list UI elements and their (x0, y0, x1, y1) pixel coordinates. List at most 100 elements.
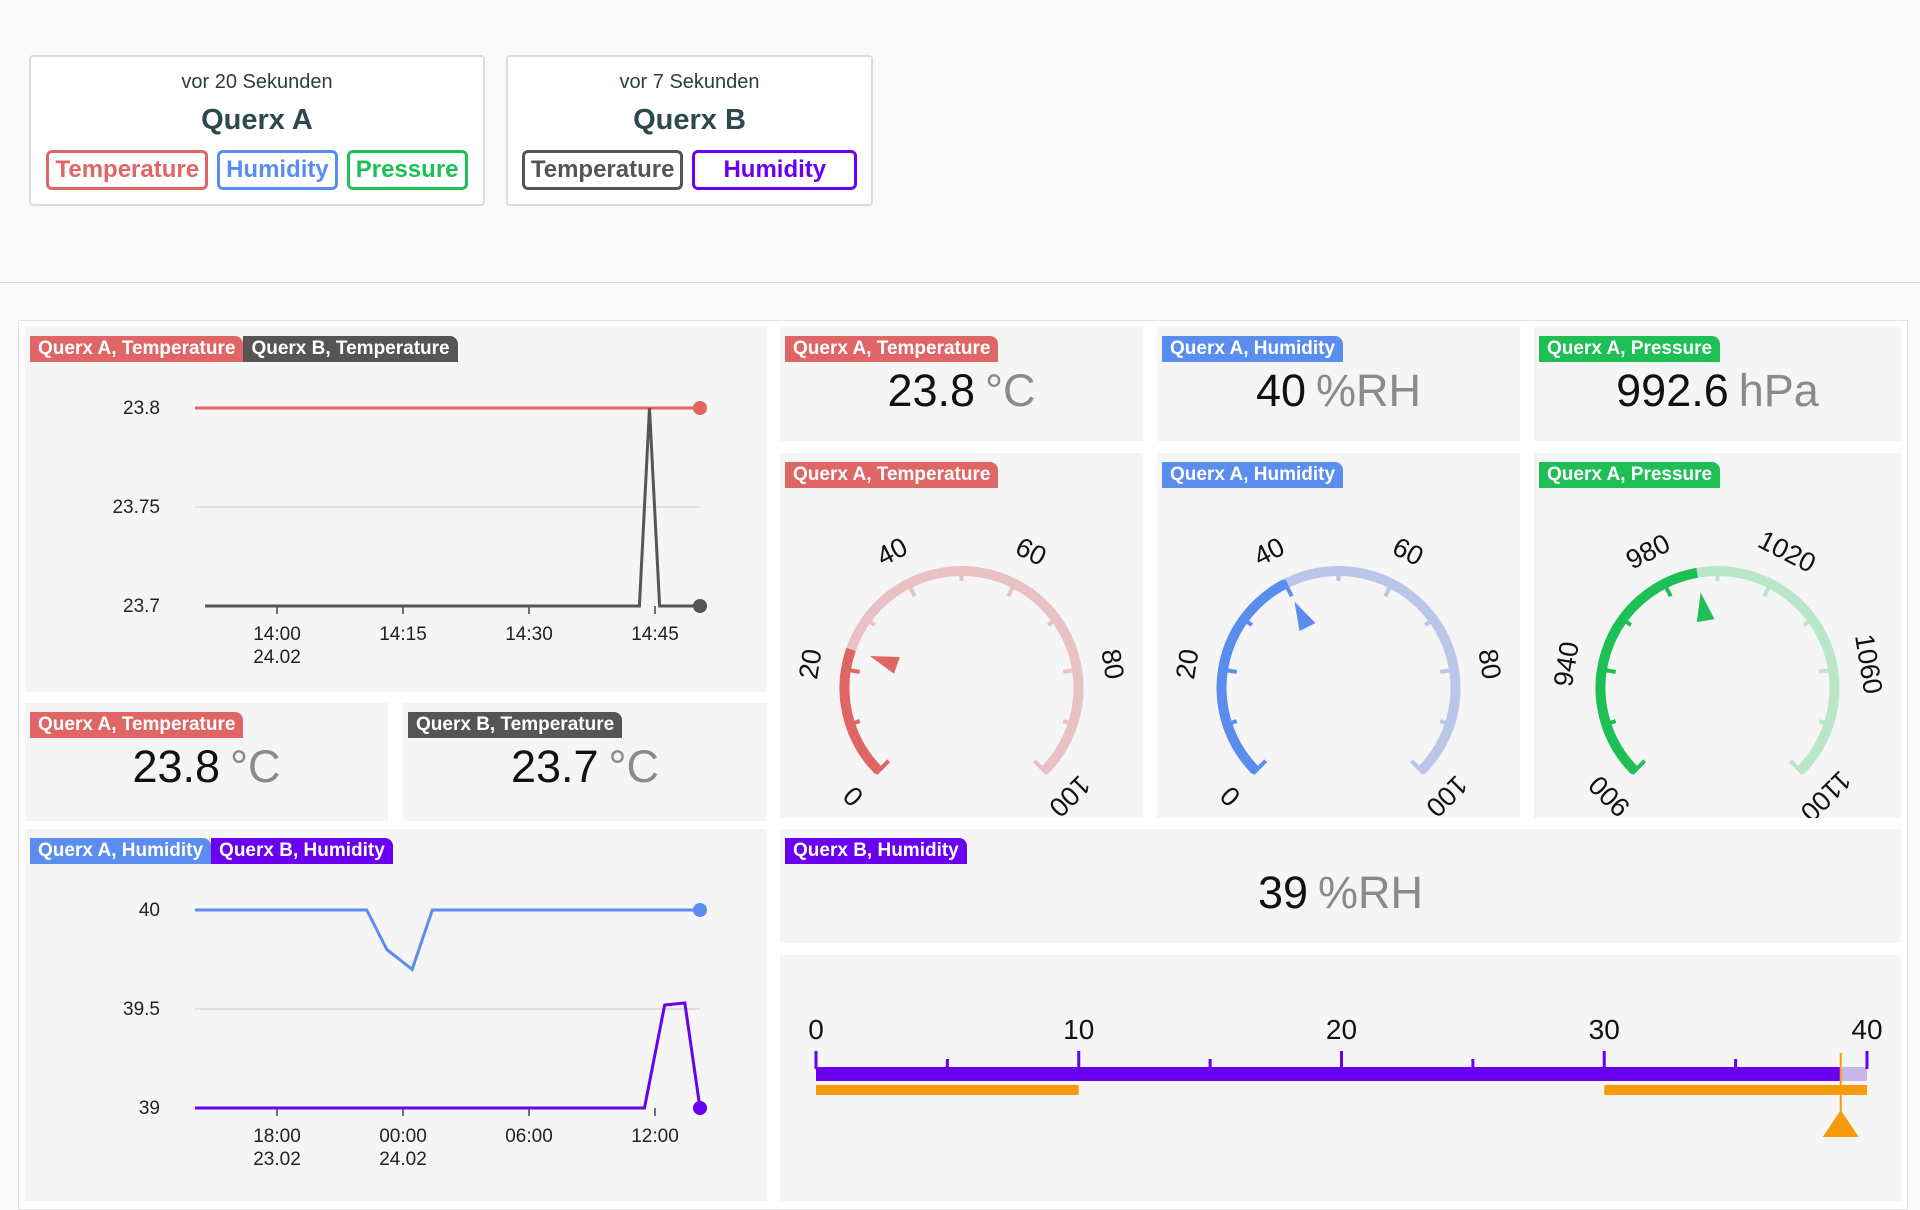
gauge-tick (1788, 759, 1805, 775)
series-line-1 (195, 1001, 702, 1110)
gauge-tick-label: 0 (837, 780, 869, 812)
temperature-b-value: 23.7 (510, 741, 599, 792)
temperature-gauge: 0 20 40 60 80 100 (793, 531, 1130, 818)
device-card-querx-a: vor 20 Sekunden Querx A Temperature Humi… (29, 55, 485, 206)
gauge-tick (1597, 667, 1617, 674)
gauge-tick (1818, 719, 1834, 728)
querx-b-humidity-button[interactable]: Humidity (692, 150, 858, 190)
x-tick-label: 14:00 (253, 624, 301, 645)
gauge-tick (1006, 579, 1019, 598)
gauge-tick (1762, 579, 1775, 598)
tag-querx-b-temperature: Querx B, Temperature (243, 336, 458, 362)
gauge-needle (869, 656, 900, 674)
querx-b-humidity-value-panel: Querx B, Humidity 39 %RH (780, 829, 1901, 943)
gauge-tick (845, 719, 861, 728)
gauge-tick (1218, 667, 1238, 674)
gauge-tick-label: 80 (1472, 647, 1506, 681)
x-tick-label: 14:45 (631, 624, 679, 645)
gauge-tick (1062, 719, 1078, 728)
humidity-a-current-value: 40 (1255, 365, 1307, 416)
temperature-a-current-value: 23.8 (887, 365, 976, 416)
device-card-querx-b: vor 7 Sekunden Querx B Temperature Humid… (506, 55, 873, 206)
gauge-tick-label: 60 (1388, 531, 1428, 571)
gauge-tick (1439, 667, 1459, 674)
gauge-tick (1601, 719, 1617, 728)
gauge-tick-label: 1060 (1849, 632, 1888, 696)
gauge-tick (1062, 667, 1082, 674)
tag-querx-a-temperature: Querx A, Temperature (30, 336, 244, 362)
gauge-tick-label: 900 (1583, 770, 1636, 818)
gauge-tick (1409, 759, 1426, 775)
dashboard-grid: Querx A, Temperature Querx B, Temperatur… (18, 320, 1908, 1210)
gauge-tick (1630, 759, 1647, 775)
temperature-a-unit: °C (230, 741, 281, 792)
gauge-tick-label: 1020 (1753, 525, 1820, 579)
humidity-gauge: 0 20 40 60 80 100 (1170, 531, 1507, 818)
gauge-track (1696, 566, 1840, 775)
tag-querx-a-pressure: Querx A, Pressure (1539, 462, 1721, 488)
bar-range (1604, 1085, 1867, 1095)
bar-value-marker (1822, 1110, 1859, 1137)
tag-querx-a-pressure: Querx A, Pressure (1539, 336, 1721, 362)
x-tick-sublabel: 24.02 (253, 647, 301, 668)
humidity-b-linear-gauge: 0 10 20 30 40 (808, 1014, 1883, 1137)
tag-querx-a-humidity: Querx A, Humidity (1162, 462, 1344, 488)
temperature-chart-panel[interactable]: Querx A, Temperature Querx B, Temperatur… (25, 327, 767, 692)
querx-a-humidity-current-panel: Querx A, Humidity 40 %RH (1157, 327, 1520, 441)
gauge-tick (1239, 615, 1254, 627)
x-tick-label: 12:00 (631, 1126, 679, 1147)
querx-a-pressure-button[interactable]: Pressure (346, 150, 468, 190)
bar-tick-label: 40 (1851, 1014, 1882, 1045)
bar-range (816, 1085, 1079, 1095)
gauge-tick-label: 940 (1548, 639, 1585, 688)
gauge-tick (1423, 615, 1438, 627)
gauge-tick (1251, 759, 1268, 775)
bar-tick-label: 30 (1589, 1014, 1620, 1045)
y-tick-label: 23.7 (123, 596, 160, 617)
series-end-point-1 (693, 599, 707, 613)
temperature-a-current-unit: °C (985, 365, 1036, 416)
gauge-tick (1439, 719, 1455, 728)
gauge-tick-label: 980 (1621, 528, 1675, 575)
bar-tick-label: 10 (1063, 1014, 1094, 1045)
y-tick-label: 23.75 (112, 497, 160, 518)
humidity-a-current-unit: %RH (1316, 365, 1422, 416)
querx-a-temperature-button[interactable]: Temperature (46, 150, 209, 190)
series-line-0 (195, 908, 700, 972)
querx-b-temperature-button[interactable]: Temperature (521, 150, 684, 190)
pressure-a-current-unit: hPa (1738, 365, 1819, 416)
last-seen-text: vor 7 Sekunden (619, 71, 760, 93)
gauge-tick-label: 80 (1095, 647, 1129, 681)
series-line-1 (205, 407, 700, 608)
x-tick-label: 14:15 (379, 624, 427, 645)
gauge-track (846, 566, 1084, 775)
gauge-tick (841, 667, 861, 674)
querx-a-temperature-value-panel: Querx A, Temperature 23.8 °C (25, 703, 388, 821)
temperature-gauge-panel: Querx A, Temperature 0 20 40 60 80 100 (780, 453, 1143, 818)
gauge-tick (1281, 579, 1294, 598)
tag-querx-b-humidity: Querx B, Humidity (211, 838, 393, 864)
gauge-tick-label: 0 (1214, 780, 1246, 812)
gauge-fill (839, 647, 883, 775)
gauge-tick (1383, 579, 1396, 598)
gauge-needle (1696, 592, 1715, 623)
y-tick-label: 39.5 (123, 999, 160, 1020)
y-tick-label: 40 (139, 900, 160, 921)
gauge-track (1283, 566, 1461, 775)
section-divider (0, 282, 1920, 283)
tag-querx-a-humidity: Querx A, Humidity (1162, 336, 1344, 362)
last-seen-text: vor 20 Sekunden (181, 71, 333, 93)
humidity-chart-panel[interactable]: Querx A, Humidity Querx B, Humidity 40 39… (25, 829, 767, 1201)
pressure-gauge-panel: Querx A, Pressure 900 940 980 1020 1060 1100 (1534, 453, 1901, 818)
tag-querx-a-temperature: Querx A, Temperature (785, 462, 999, 488)
gauge-tick-label: 40 (1249, 531, 1289, 571)
humidity-gauge-panel: Querx A, Humidity 0 20 40 60 80 100 (1157, 453, 1520, 818)
querx-a-humidity-button[interactable]: Humidity (217, 150, 338, 190)
gauge-tick-label: 60 (1011, 531, 1051, 571)
gauge-tick (1802, 615, 1817, 627)
tag-querx-a-temperature: Querx A, Temperature (785, 336, 999, 362)
querx-a-pressure-current-panel: Querx A, Pressure 992.6 hPa (1534, 327, 1901, 441)
temperature-b-unit: °C (608, 741, 660, 792)
